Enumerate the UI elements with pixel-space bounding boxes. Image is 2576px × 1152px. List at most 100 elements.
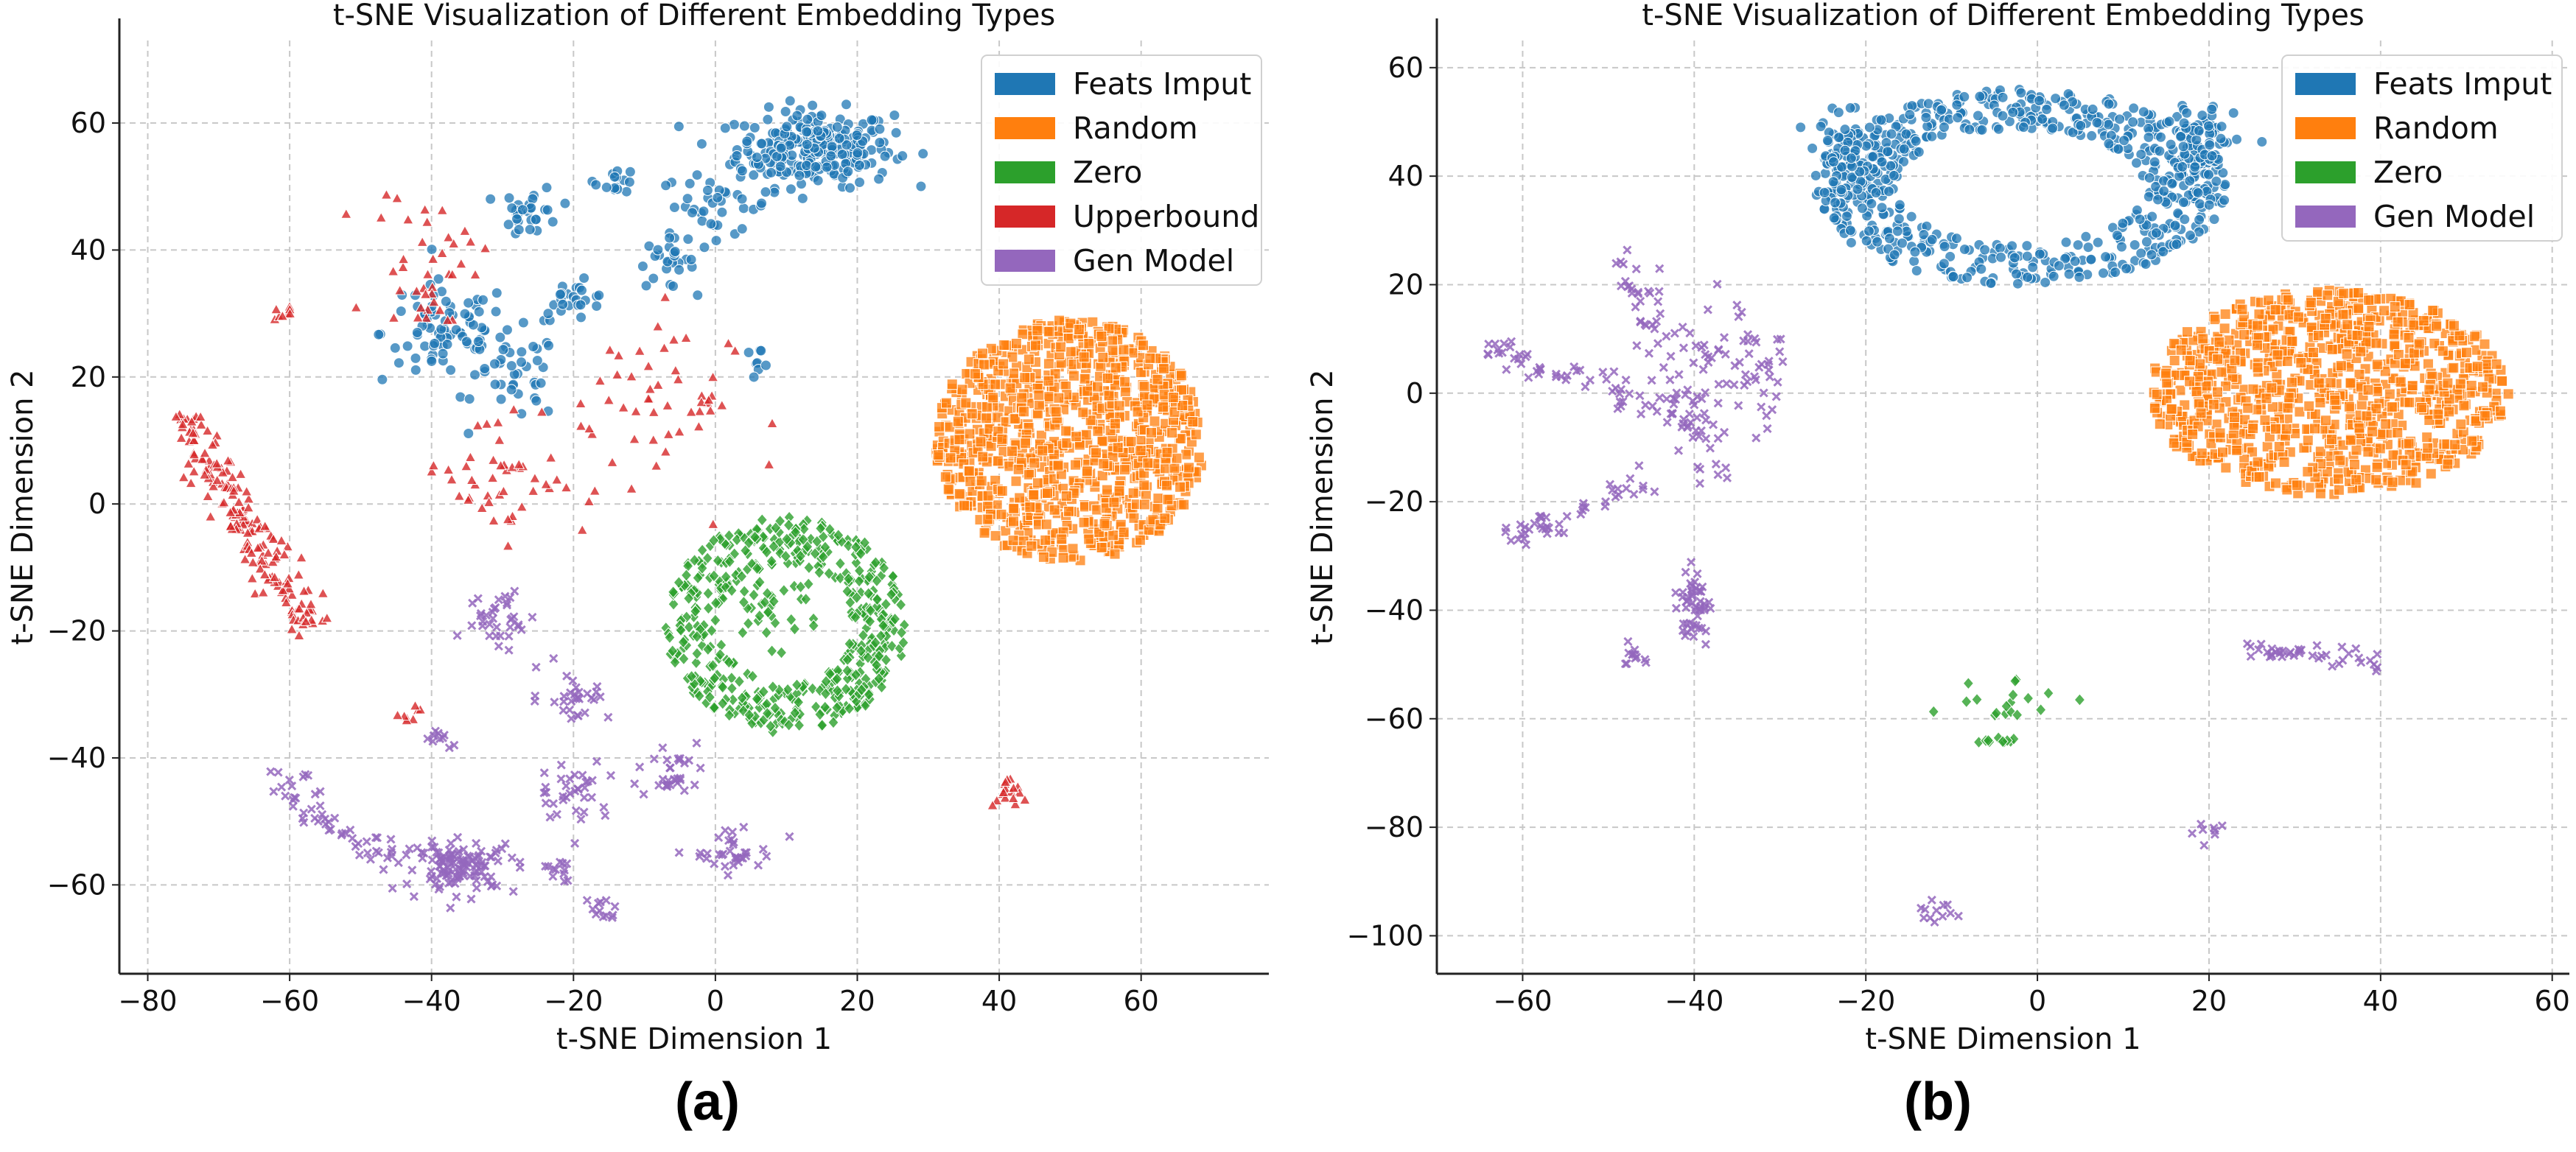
point-random	[2370, 403, 2382, 415]
point-random	[940, 397, 952, 409]
point-random	[2425, 468, 2437, 480]
point-gen-model	[269, 787, 279, 796]
point-zero	[834, 572, 847, 585]
point-feats-imput	[1997, 91, 2009, 103]
point-gen-model	[1622, 483, 1631, 494]
point-random	[1032, 325, 1043, 337]
point-feats-imput	[590, 179, 602, 191]
point-feats-imput	[716, 206, 728, 218]
point-feats-imput	[2118, 135, 2130, 147]
point-upperbound	[211, 429, 223, 440]
point-random	[1008, 368, 1020, 379]
point-random	[1092, 425, 1104, 437]
point-upperbound	[492, 416, 504, 427]
point-gen-model	[728, 827, 738, 837]
point-random	[2205, 438, 2217, 449]
point-feats-imput	[389, 342, 401, 354]
point-zero	[803, 561, 815, 575]
point-upperbound	[643, 360, 654, 371]
point-feats-imput	[1920, 111, 1932, 123]
point-feats-imput	[826, 141, 838, 152]
point-feats-imput	[1913, 146, 1925, 158]
point-random	[2193, 398, 2205, 410]
point-random	[1016, 392, 1028, 404]
point-random	[2479, 338, 2491, 350]
point-feats-imput	[825, 150, 837, 162]
point-upperbound	[234, 468, 247, 479]
point-feats-imput	[2131, 157, 2143, 169]
point-random	[2303, 400, 2315, 412]
point-random	[2363, 320, 2375, 332]
point-gen-model	[1559, 528, 1569, 538]
point-random	[990, 379, 1001, 390]
point-random	[2273, 440, 2285, 452]
point-gen-model	[1636, 410, 1646, 419]
point-gen-model	[508, 887, 518, 896]
point-gen-model	[386, 835, 396, 844]
point-feats-imput	[1827, 156, 1839, 168]
point-random	[2448, 362, 2460, 373]
point-random	[2349, 459, 2361, 471]
point-feats-imput	[477, 294, 489, 306]
point-feats-imput	[2041, 104, 2053, 116]
point-upperbound	[257, 586, 270, 597]
point-feats-imput	[1951, 99, 1963, 111]
point-gen-model	[1685, 329, 1695, 338]
point-feats-imput	[461, 336, 472, 348]
point-feats-imput	[1875, 114, 1887, 126]
point-gen-model	[1701, 639, 1710, 649]
panel-label: (a)	[675, 1072, 740, 1131]
point-feats-imput	[535, 377, 547, 389]
point-feats-imput	[873, 173, 885, 185]
point-upperbound	[464, 236, 477, 247]
point-zero	[726, 681, 738, 695]
point-random	[2477, 381, 2489, 393]
point-feats-imput	[2007, 107, 2019, 119]
point-random	[1082, 385, 1093, 397]
point-random	[2278, 456, 2290, 468]
point-gen-model	[1648, 401, 1657, 411]
point-feats-imput	[1950, 233, 1962, 245]
point-feats-imput	[426, 355, 438, 367]
point-feats-imput	[1959, 244, 1970, 256]
point-upperbound	[715, 399, 728, 410]
point-upperbound	[286, 623, 298, 634]
point-gen-model	[1634, 461, 1644, 471]
point-upperbound	[391, 709, 404, 720]
point-random	[1096, 330, 1107, 342]
point-feats-imput	[774, 161, 786, 172]
point-feats-imput	[738, 120, 750, 132]
point-gen-model	[507, 853, 517, 863]
point-random	[1026, 540, 1037, 552]
point-gen-model	[1721, 349, 1730, 359]
point-upperbound	[583, 495, 595, 507]
point-feats-imput	[1952, 112, 1964, 124]
point-random	[2496, 375, 2508, 387]
point-feats-imput	[2141, 236, 2152, 247]
point-gen-model	[1562, 511, 1572, 521]
point-random	[1065, 317, 1077, 329]
point-gen-model	[2373, 650, 2382, 659]
point-feats-imput	[575, 312, 587, 323]
point-gen-model	[541, 798, 550, 808]
point-random	[2281, 355, 2293, 367]
point-gen-model	[1673, 446, 1684, 455]
point-feats-imput	[874, 123, 886, 135]
point-feats-imput	[513, 224, 525, 236]
point-upperbound	[659, 446, 672, 457]
legend-label: Random	[2373, 110, 2499, 146]
x-axis-label: t-SNE Dimension 1	[556, 1022, 832, 1056]
point-feats-imput	[844, 182, 856, 194]
point-feats-imput	[669, 245, 681, 257]
point-random	[1119, 386, 1131, 398]
point-upperbound	[455, 258, 467, 269]
point-random	[2437, 345, 2449, 357]
point-gen-model	[510, 586, 519, 596]
point-random	[1161, 446, 1173, 458]
point-feats-imput	[699, 242, 710, 253]
point-random	[1137, 340, 1149, 351]
point-upperbound	[293, 569, 305, 580]
point-feats-imput	[1819, 186, 1830, 198]
point-feats-imput	[2184, 229, 2196, 241]
